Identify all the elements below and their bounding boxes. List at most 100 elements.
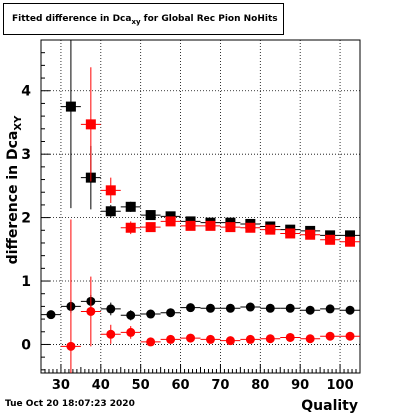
- data-point: [240, 222, 261, 233]
- title-box: Fitted difference in Dcaxy for Global Re…: [3, 3, 284, 35]
- circle-marker: [345, 305, 355, 315]
- square-marker: [105, 185, 116, 196]
- data-point: [140, 309, 161, 319]
- data-point: [80, 67, 101, 182]
- data-point: [100, 302, 121, 316]
- square-marker: [205, 220, 216, 231]
- y-axis-label: difference in DcaXY: [5, 115, 24, 264]
- data-point: [180, 303, 201, 313]
- circle-marker: [305, 305, 315, 315]
- data-point: [200, 334, 221, 344]
- data-point: [340, 331, 360, 341]
- x-tick-label: 40: [92, 378, 110, 393]
- data-point: [200, 220, 221, 231]
- data-point: [120, 221, 141, 235]
- chart-title: Fitted difference in Dcaxy for Global Re…: [12, 14, 278, 26]
- circle-marker: [205, 334, 215, 344]
- data-point: [240, 334, 261, 344]
- square-marker: [245, 222, 256, 233]
- circle-marker: [225, 336, 235, 346]
- data-point: [80, 276, 101, 347]
- data-point: [340, 236, 360, 247]
- data-point: [260, 334, 281, 344]
- data-point: [160, 334, 181, 344]
- data-point: [300, 334, 321, 344]
- circle-marker: [106, 304, 116, 314]
- data-point: [280, 228, 301, 239]
- plot-frame: [40, 39, 361, 374]
- circle-marker: [285, 303, 295, 313]
- square-marker: [165, 211, 176, 222]
- circle-marker: [66, 341, 76, 351]
- data-point: [200, 303, 221, 313]
- square-marker: [285, 228, 296, 239]
- circle-marker: [86, 306, 96, 316]
- data-point: [120, 326, 141, 339]
- data-point: [240, 302, 261, 312]
- circle-marker: [245, 334, 255, 344]
- square-marker: [125, 222, 136, 233]
- data-point: [41, 310, 61, 320]
- circle-marker: [225, 303, 235, 313]
- data-point: [140, 337, 161, 347]
- circle-marker: [265, 334, 275, 344]
- circle-marker: [146, 309, 156, 319]
- x-tick-label: 70: [211, 378, 229, 393]
- square-marker: [225, 222, 236, 233]
- x-tick-label: 30: [52, 378, 70, 393]
- data-point: [140, 222, 161, 233]
- data-point: [100, 177, 121, 204]
- square-marker: [85, 119, 96, 130]
- data-point: [180, 220, 201, 231]
- square-marker: [145, 210, 156, 221]
- y-tick-label: 0: [21, 337, 31, 353]
- axes: 30 40 50 60 70 80 90 100 0 1 2 3 4: [21, 39, 361, 393]
- x-tick-label: 90: [291, 378, 309, 393]
- square-marker: [345, 236, 356, 247]
- square-marker: [265, 224, 276, 235]
- data-point: [260, 303, 281, 313]
- data-points: [41, 40, 360, 373]
- square-marker: [65, 101, 76, 112]
- data-point: [160, 308, 181, 318]
- square-marker: [325, 234, 336, 245]
- y-tick-label: 1: [21, 274, 31, 290]
- circle-marker: [265, 303, 275, 313]
- circle-marker: [166, 334, 176, 344]
- x-axis-label: Quality: [301, 398, 358, 414]
- square-marker: [105, 206, 116, 217]
- circle-marker: [186, 333, 196, 343]
- circle-marker: [46, 310, 56, 320]
- data-point: [60, 40, 81, 209]
- data-point: [60, 219, 81, 373]
- timestamp: Tue Oct 20 18:07:23 2020: [5, 399, 135, 409]
- grid: [41, 40, 360, 373]
- data-point: [300, 305, 321, 315]
- data-point: [320, 234, 341, 245]
- data-point: [140, 210, 161, 221]
- data-point: [300, 229, 321, 240]
- circle-marker: [285, 332, 295, 342]
- x-tick-label: 80: [251, 378, 269, 393]
- data-point: [100, 324, 121, 344]
- circle-marker: [166, 308, 176, 318]
- circle-marker: [146, 337, 156, 347]
- y-tick-label: 2: [21, 211, 31, 227]
- circle-marker: [325, 304, 335, 314]
- x-tick-label: 100: [326, 378, 353, 393]
- data-point: [180, 333, 201, 343]
- circle-marker: [345, 331, 355, 341]
- square-marker: [165, 216, 176, 227]
- square-marker: [125, 201, 136, 212]
- x-tick-label: 60: [172, 378, 190, 393]
- y-tick-label: 4: [21, 84, 31, 100]
- square-marker: [345, 230, 356, 241]
- data-point: [340, 305, 360, 315]
- x-tick-label: 50: [132, 378, 150, 393]
- circle-marker: [186, 303, 196, 313]
- data-point: [280, 332, 301, 342]
- square-marker: [145, 222, 156, 233]
- data-point: [100, 204, 121, 218]
- data-point: [160, 216, 181, 227]
